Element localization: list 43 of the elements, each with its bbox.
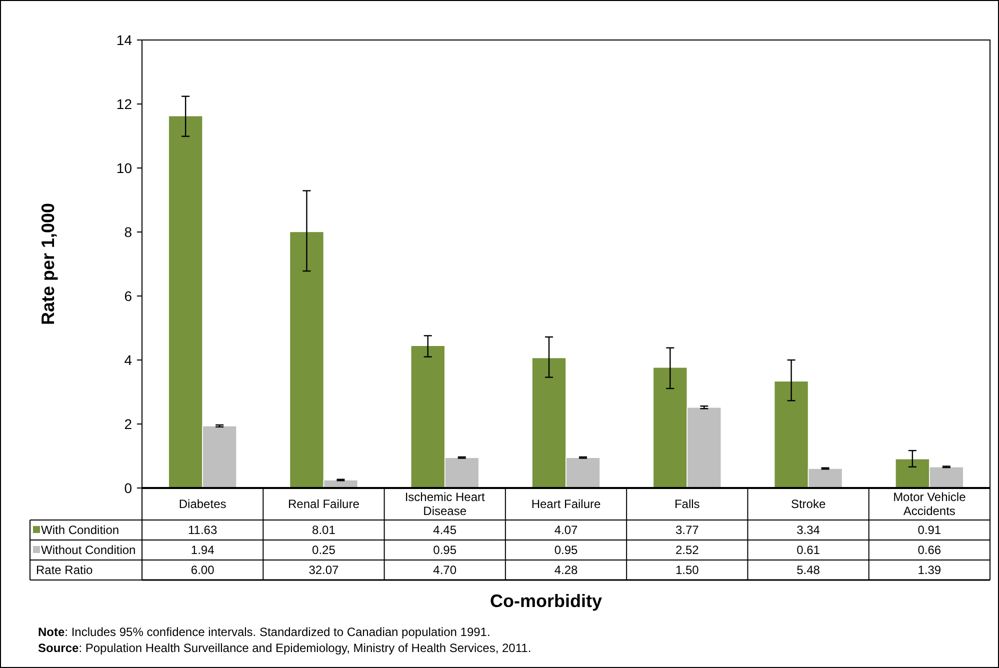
x-tick-label: Motor Vehicle Accidents: [893, 490, 966, 518]
x-tick-label: Heart Failure: [531, 497, 602, 512]
data-label: 11.63: [188, 523, 218, 538]
data-label: 2.52: [675, 543, 700, 558]
data-label: 0.66: [918, 543, 942, 558]
x-tick-label: Ischemic Heart Disease: [404, 490, 486, 518]
legend-label: With Condition: [41, 523, 120, 538]
text: 32.07: [308, 563, 340, 578]
data-label: 0.25: [312, 543, 336, 558]
x-tick-label: Renal Failure: [288, 497, 360, 512]
text: Rate Ratio: [36, 563, 94, 578]
data-label: 0.61: [796, 543, 820, 558]
y-tick-label: 12: [116, 96, 132, 112]
y-tick-label: 6: [124, 288, 132, 304]
y-tick-label: 8: [124, 224, 132, 240]
text: 6.00: [190, 563, 215, 578]
data-label: 3.77: [675, 523, 700, 538]
data-label: 0.95: [433, 543, 457, 558]
legend-label: Without Condition: [41, 543, 136, 558]
y-axis-title: Rate per 1,000: [38, 202, 58, 326]
y-tick-label: 0: [124, 480, 132, 496]
y-tick-label: 14: [116, 32, 132, 48]
text: 1.50: [675, 563, 700, 578]
x-tick-label: Diabetes: [178, 497, 226, 512]
data-label: 3.34: [796, 523, 820, 538]
data-label: 1.94: [190, 543, 215, 558]
data-label: 4.45: [433, 523, 457, 538]
text: 1.39: [918, 563, 942, 578]
data-label: 4.07: [554, 523, 578, 538]
x-axis-title: Co-morbidity: [490, 591, 602, 611]
source-note: Source: Population Health Surveillance and Epidemiology, Ministry of Health Services, 2011.: [38, 641, 532, 655]
y-tick-label: 10: [116, 160, 132, 176]
data-label: 0.95: [554, 543, 578, 558]
data-label: 0.91: [918, 523, 942, 538]
data-label: 8.01: [312, 523, 336, 538]
text: 4.28: [554, 563, 578, 578]
text: 5.48: [796, 563, 820, 578]
text: Note: Includes 95% confidence intervals. Standardized to Canadian population 1991.: [38, 625, 490, 639]
x-tick-label: Stroke: [790, 497, 826, 512]
y-tick-label: 4: [124, 352, 132, 368]
text: 4.70: [433, 563, 457, 578]
y-tick-label: 2: [124, 416, 132, 432]
x-tick-label: Falls: [674, 497, 700, 512]
